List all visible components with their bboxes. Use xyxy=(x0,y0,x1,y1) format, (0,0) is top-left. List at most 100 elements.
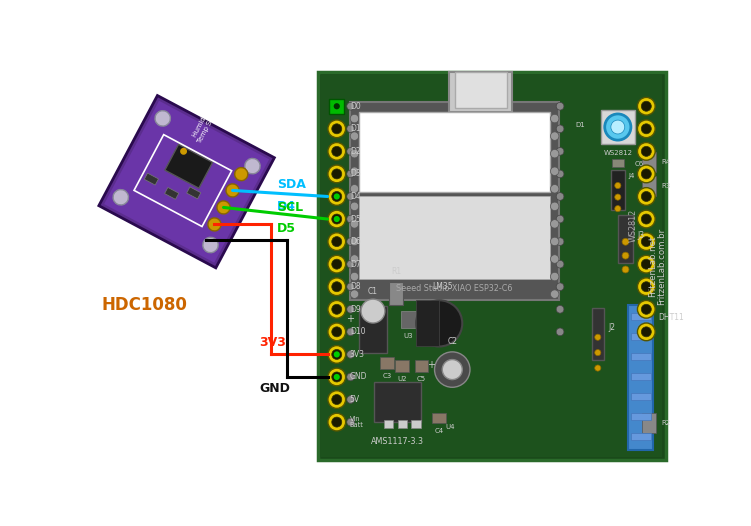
Circle shape xyxy=(350,255,359,263)
Circle shape xyxy=(556,103,564,110)
Text: SCL: SCL xyxy=(276,200,303,214)
Circle shape xyxy=(350,272,359,281)
Circle shape xyxy=(234,168,248,180)
Text: Vin
Batt: Vin Batt xyxy=(350,416,363,428)
Circle shape xyxy=(435,352,470,387)
Circle shape xyxy=(350,149,359,158)
Text: HDC1080: HDC1080 xyxy=(102,296,188,314)
Circle shape xyxy=(638,120,655,138)
Bar xyxy=(359,307,387,352)
Circle shape xyxy=(328,210,345,228)
Circle shape xyxy=(556,306,564,313)
Circle shape xyxy=(641,214,651,224)
Text: DHT11: DHT11 xyxy=(658,312,683,321)
Circle shape xyxy=(350,237,359,246)
Circle shape xyxy=(332,417,342,427)
Circle shape xyxy=(556,260,564,268)
Text: D3: D3 xyxy=(350,169,360,178)
Circle shape xyxy=(550,237,559,246)
Circle shape xyxy=(328,188,345,205)
Bar xyxy=(389,282,403,305)
Circle shape xyxy=(641,327,651,337)
Text: U2: U2 xyxy=(397,376,407,382)
Circle shape xyxy=(638,255,655,273)
Circle shape xyxy=(416,300,463,347)
Circle shape xyxy=(347,260,354,268)
Circle shape xyxy=(556,170,564,178)
Text: 3V3: 3V3 xyxy=(350,350,365,359)
Bar xyxy=(631,393,651,400)
Circle shape xyxy=(347,306,354,313)
Circle shape xyxy=(595,365,601,371)
Text: FritzenLab.com.br: FritzenLab.com.br xyxy=(657,227,666,305)
Text: D6: D6 xyxy=(350,237,360,246)
Circle shape xyxy=(622,266,629,273)
Text: R2: R2 xyxy=(661,420,670,427)
Circle shape xyxy=(350,220,359,228)
Bar xyxy=(611,159,624,167)
Circle shape xyxy=(638,323,655,341)
Bar xyxy=(416,300,439,347)
Circle shape xyxy=(442,360,463,380)
Bar xyxy=(412,420,421,428)
Text: FritzenLab.net: FritzenLab.net xyxy=(648,235,657,297)
Circle shape xyxy=(638,165,655,183)
Text: R4: R4 xyxy=(661,159,670,166)
Circle shape xyxy=(332,169,342,179)
Circle shape xyxy=(328,300,345,318)
Text: C6: C6 xyxy=(635,161,644,167)
Text: WS2812: WS2812 xyxy=(603,150,632,156)
Circle shape xyxy=(347,125,354,133)
Text: U4: U4 xyxy=(445,424,455,430)
Circle shape xyxy=(556,193,564,200)
Bar xyxy=(601,110,635,144)
Circle shape xyxy=(347,103,354,110)
Text: R1: R1 xyxy=(391,267,401,276)
Text: C3: C3 xyxy=(382,372,391,379)
Circle shape xyxy=(245,158,260,174)
Circle shape xyxy=(615,183,621,189)
Circle shape xyxy=(556,238,564,246)
Circle shape xyxy=(347,418,354,426)
Circle shape xyxy=(328,255,345,273)
Bar xyxy=(375,382,421,422)
Text: U3: U3 xyxy=(403,332,413,339)
Circle shape xyxy=(332,214,342,224)
Text: J2: J2 xyxy=(608,323,616,332)
Bar xyxy=(631,352,651,360)
Circle shape xyxy=(203,237,219,252)
Circle shape xyxy=(550,167,559,176)
Circle shape xyxy=(328,165,345,183)
Bar xyxy=(641,153,656,173)
Bar xyxy=(187,187,201,199)
Circle shape xyxy=(350,290,359,298)
Circle shape xyxy=(641,191,651,201)
Circle shape xyxy=(641,124,651,134)
Text: D2: D2 xyxy=(350,147,360,156)
Bar xyxy=(631,312,651,320)
Circle shape xyxy=(217,201,230,214)
Circle shape xyxy=(226,184,239,197)
Circle shape xyxy=(556,283,564,290)
Circle shape xyxy=(347,238,354,246)
Circle shape xyxy=(347,373,354,381)
Circle shape xyxy=(350,202,359,210)
Circle shape xyxy=(641,237,651,247)
Bar xyxy=(449,72,512,112)
Circle shape xyxy=(350,132,359,140)
Text: R3: R3 xyxy=(661,183,670,188)
Circle shape xyxy=(595,350,601,356)
Bar xyxy=(641,176,656,196)
Text: D7: D7 xyxy=(350,260,360,269)
Circle shape xyxy=(615,206,621,212)
Bar xyxy=(631,372,651,380)
Text: +: + xyxy=(346,314,354,324)
Bar xyxy=(395,360,409,372)
Bar xyxy=(384,420,393,428)
Circle shape xyxy=(556,215,564,223)
Circle shape xyxy=(550,185,559,193)
Bar xyxy=(592,308,604,360)
Circle shape xyxy=(328,413,345,431)
Circle shape xyxy=(638,143,655,160)
Text: C5: C5 xyxy=(417,376,426,382)
